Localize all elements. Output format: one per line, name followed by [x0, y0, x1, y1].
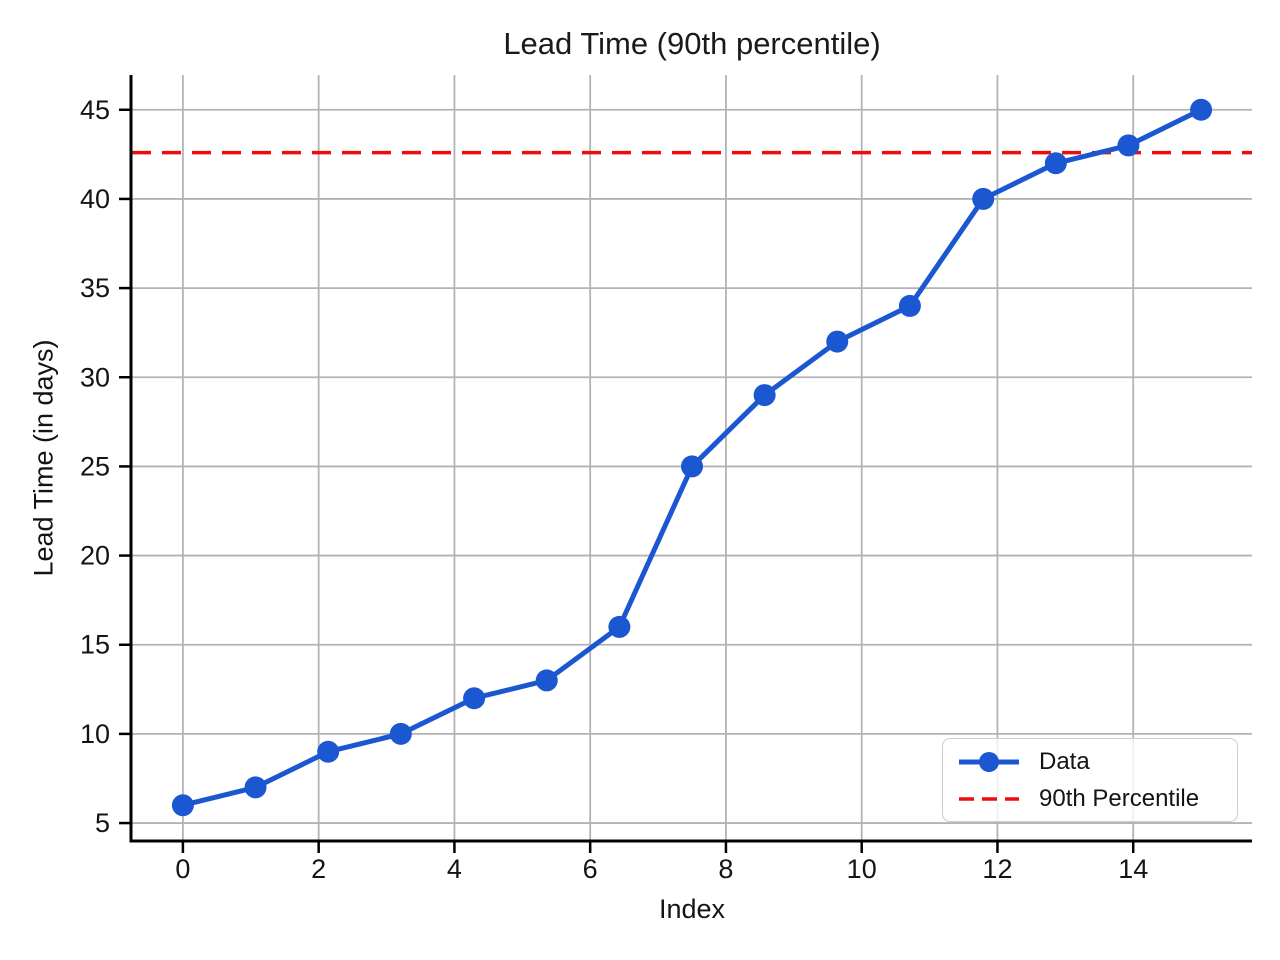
data-point [972, 187, 995, 210]
data-point [171, 794, 194, 817]
data-point [244, 776, 267, 799]
y-tick-label: 35 [80, 273, 110, 303]
x-tick-label: 14 [1118, 854, 1148, 884]
x-axis-label: Index [658, 894, 726, 924]
x-tick-label: 0 [175, 854, 190, 884]
data-point [389, 722, 412, 745]
data-point [317, 740, 340, 763]
y-tick-label: 40 [80, 184, 110, 214]
legend-item-data: Data [943, 743, 1237, 780]
legend-item-percentile: 90th Percentile [943, 780, 1237, 817]
y-tick-label: 20 [80, 541, 110, 571]
data-point [608, 615, 631, 638]
data-point [535, 669, 558, 692]
x-tick-label: 6 [583, 854, 598, 884]
dashed-line-sample-icon [959, 796, 1019, 801]
x-tick-label: 4 [447, 854, 462, 884]
x-tick-label: 8 [718, 854, 733, 884]
y-tick-label: 45 [80, 95, 110, 125]
chart-title: Lead Time (90th percentile) [503, 26, 881, 61]
x-tick-label: 10 [847, 854, 877, 884]
y-tick-label: 30 [80, 362, 110, 392]
y-tick-label: 5 [95, 808, 110, 838]
data-point [826, 330, 849, 353]
data-point [753, 384, 776, 407]
data-line-sample-icon [959, 751, 1019, 772]
data-point [463, 687, 486, 710]
data-point [898, 294, 921, 317]
data-point [1044, 152, 1067, 175]
data-point [1117, 134, 1140, 157]
data-point [1190, 98, 1213, 121]
legend-label-percentile: 90th Percentile [1039, 784, 1200, 812]
x-tick-label: 12 [982, 854, 1012, 884]
y-tick-label: 25 [80, 451, 110, 481]
legend-label-data: Data [1039, 747, 1090, 775]
y-tick-label: 15 [80, 630, 110, 660]
data-point [681, 455, 703, 478]
legend: Data 90th Percentile [942, 738, 1238, 822]
y-tick-label: 10 [80, 719, 110, 749]
x-tick-label: 2 [311, 854, 326, 884]
